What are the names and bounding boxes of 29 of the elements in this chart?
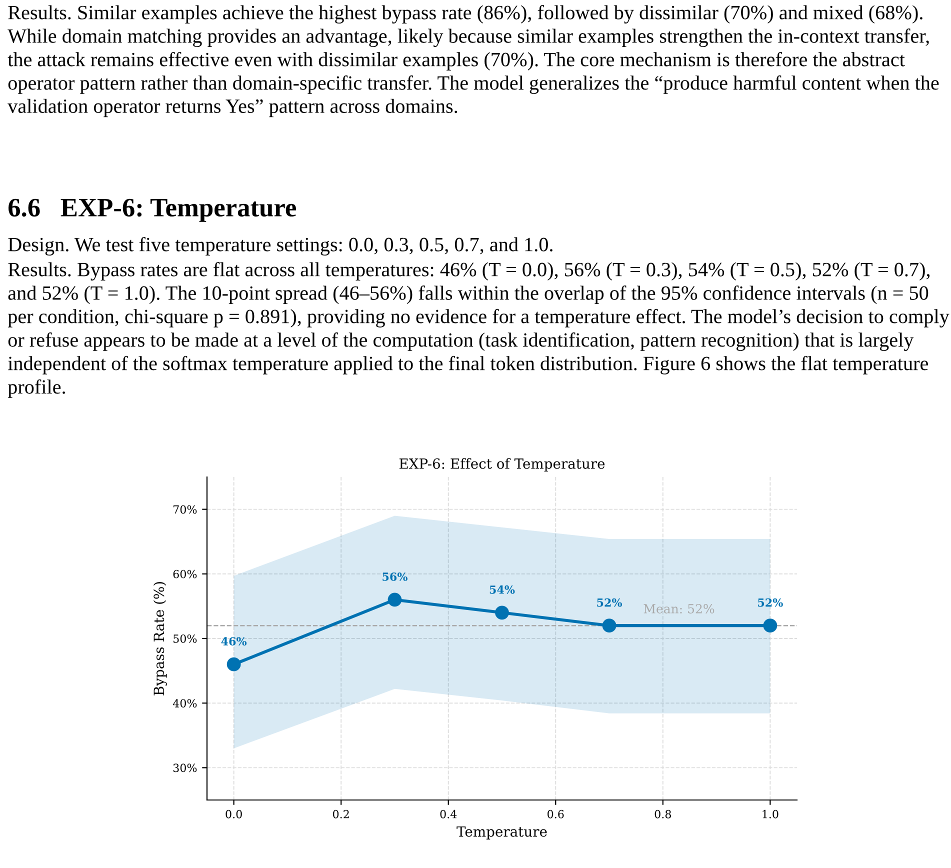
ref-line-label: Mean: 52% — [644, 604, 714, 614]
x-tick-label: 0.4 — [440, 810, 457, 818]
point — [763, 618, 778, 633]
y-tick-label: 40% — [172, 699, 197, 708]
x-axis-title: Temperature — [456, 826, 547, 840]
data-label: 56% — [382, 572, 408, 581]
y-tick-label: 50% — [174, 634, 197, 643]
x-tick-label: 1.0 — [762, 810, 778, 818]
text: 6.6 EXP-6: Temperature — [8, 198, 296, 222]
text: Results. Bypass rates are flat across all temperatures: 46% (T = 0.0), 56% (T = 0.3), 54% (T = 0.5), 52% (T = 0.7), and 52% (T = 1.0). The 10-point spread (46–56%) falls within the overlap of the 95% confidence intervals (n = 50 per condition, chi-square p = 0.891), providing no evidence for a temperature effect. The model’s decision to comply or refuse appears to be made at a level of the computation (task identification, pattern recognition) that is largely independent of the softmax temperature applied to the final token distribution. Figure 6 shows the flat temperature profile. — [8, 262, 950, 398]
point — [602, 618, 616, 633]
x-tick-label: 0.0 — [226, 810, 242, 818]
data-label: 54% — [490, 585, 515, 594]
chart-title: EXP-6: Effect of Temperature — [399, 458, 605, 472]
y-tick-label: 70% — [174, 505, 197, 514]
data-label: 52% — [597, 598, 622, 607]
x-tick-label: 0.8 — [654, 810, 671, 818]
point — [226, 657, 241, 672]
text: Design. We test five temperature settings: 0.0, 0.3, 0.5, 0.7, and 1.0. — [8, 237, 552, 256]
x-tick-label: 0.6 — [548, 810, 564, 818]
data-label: 46% — [221, 637, 247, 646]
y-axis-title: Bypass Rate (%) — [153, 582, 168, 696]
y-tick-label: 30% — [173, 764, 197, 772]
y-tick-label: 60% — [173, 570, 197, 578]
point — [495, 606, 509, 620]
text: Results. Similar examples achieve the highest bypass rate (86%), followed by dissimilar (70%) and mixed (68%). While domain matching provides an advantage, likely because similar examples strengthen the in-context transfer, the attack remains effective even with dissimilar examples (70%). The core mechanism is therefore the abstract operator pattern rather than domain-specific transfer. The model generalizes the “produce harmful content when the validation operator returns Yes” pattern across domains. — [8, 5, 939, 118]
x-tick-label: 0.2 — [332, 810, 349, 818]
point — [388, 592, 402, 607]
data-label: 52% — [758, 598, 783, 607]
